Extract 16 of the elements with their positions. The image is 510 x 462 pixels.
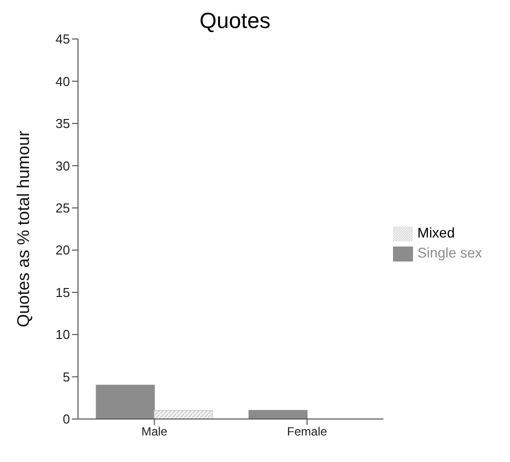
y-tick-label: 35: [56, 116, 70, 132]
legend-label: Mixed: [417, 224, 455, 241]
y-tick-label: 30: [56, 158, 70, 174]
chart-title: Quotes: [200, 8, 270, 33]
y-tick-label: 5: [62, 369, 70, 384]
y-tick-label: 20: [56, 242, 70, 258]
x-tick-label: Female: [287, 424, 328, 439]
y-tick-label: 10: [56, 327, 70, 342]
legend-label: Single sex: [417, 244, 482, 261]
y-tick-label: 25: [56, 200, 70, 216]
y-axis-title: Quotes as % total humour: [14, 130, 34, 328]
y-tick-label: 15: [56, 284, 70, 300]
y-tick-label: 40: [56, 74, 70, 89]
y-tick-label: 0: [62, 412, 70, 427]
y-tick-label: 45: [56, 32, 70, 47]
x-tick-label: Male: [141, 424, 168, 439]
